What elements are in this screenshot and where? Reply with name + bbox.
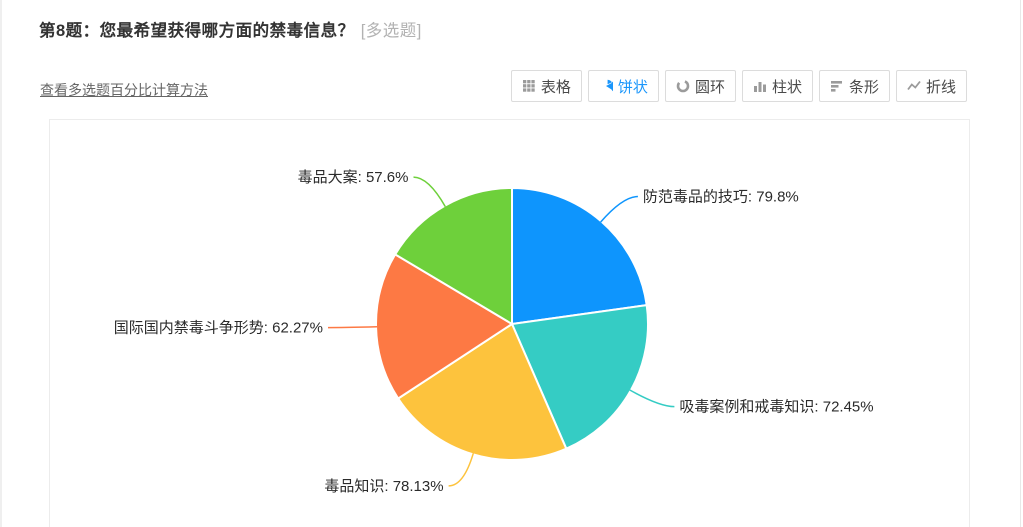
tab-label: 饼状 bbox=[617, 78, 648, 96]
pie-icon bbox=[599, 79, 613, 93]
label-line-1 bbox=[600, 195, 638, 223]
tab-label: 表格 bbox=[540, 78, 571, 96]
slice-label-1: 防范毒品的技巧: 79.8% bbox=[643, 189, 799, 206]
tab-bar[interactable]: 条形 bbox=[818, 70, 890, 102]
tab-column[interactable]: 柱状 bbox=[741, 70, 813, 102]
donut-icon bbox=[676, 79, 690, 93]
label-line-5 bbox=[413, 176, 446, 207]
pie-chart[interactable]: 防范毒品的技巧: 79.8% 吸毒案例和戒毒知识: 72.45% 毒品知识: 78.… bbox=[50, 120, 969, 527]
tab-label: 圆环 bbox=[694, 78, 725, 96]
pie-slice-1[interactable] bbox=[511, 187, 648, 325]
line-icon bbox=[907, 79, 921, 93]
chart-type-tabs: 表格 饼状 圆环 柱状 条形 折线 bbox=[510, 70, 967, 102]
slice-label-3: 毒品知识: 78.13% bbox=[324, 478, 443, 495]
column-icon bbox=[753, 79, 767, 93]
tab-label: 柱状 bbox=[771, 78, 802, 96]
question-title-text: 第8题：您最希望获得哪方面的禁毒信息？ bbox=[39, 22, 355, 40]
percentage-method-link[interactable]: 查看多选题百分比计算方法 bbox=[40, 82, 208, 98]
table-icon bbox=[522, 79, 536, 93]
tab-table[interactable]: 表格 bbox=[510, 70, 582, 102]
slice-label-5: 毒品大案: 57.6% bbox=[298, 168, 409, 186]
tab-line[interactable]: 折线 bbox=[895, 70, 967, 102]
tab-pie[interactable]: 饼状 bbox=[587, 70, 659, 102]
slice-label-4: 国际国内禁毒斗争形势: 62.27% bbox=[114, 319, 323, 337]
tab-label: 条形 bbox=[848, 78, 879, 96]
question-title: 第8题：您最希望获得哪方面的禁毒信息？ [多选题] bbox=[39, 17, 422, 41]
label-line-4 bbox=[327, 326, 378, 329]
tab-label: 折线 bbox=[925, 78, 956, 96]
page-right-edge bbox=[1020, 0, 1021, 527]
label-line-3 bbox=[448, 453, 475, 487]
page-left-edge bbox=[0, 0, 2, 527]
tab-donut[interactable]: 圆环 bbox=[664, 70, 736, 102]
question-type-tag: [多选题] bbox=[360, 22, 422, 40]
slice-label-2: 吸毒案例和戒毒知识: 72.45% bbox=[679, 398, 873, 416]
bar-icon bbox=[830, 79, 844, 93]
label-line-2 bbox=[629, 389, 675, 408]
chart-panel: 防范毒品的技巧: 79.8% 吸毒案例和戒毒知识: 72.45% 毒品知识: 78.… bbox=[49, 119, 970, 527]
